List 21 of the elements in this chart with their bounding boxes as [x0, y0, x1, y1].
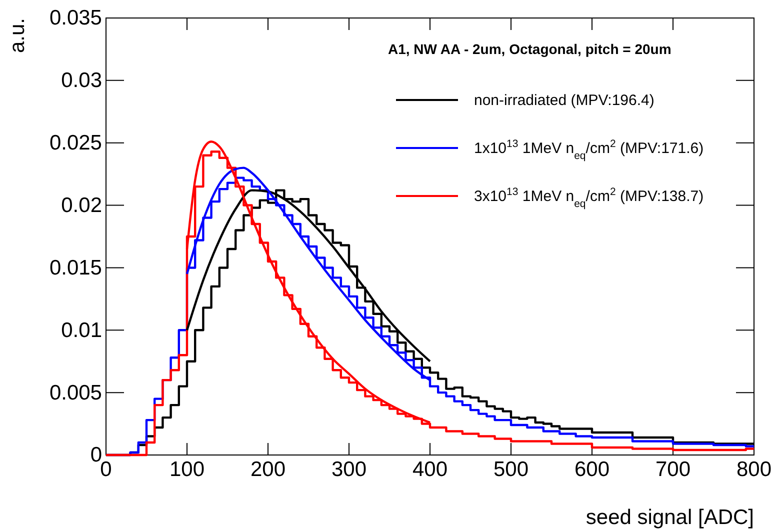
legend-label: non-irradiated (MPV:196.4)	[474, 92, 654, 109]
x-axis-title: seed signal [ADC]	[586, 506, 754, 529]
y-axis-title: a.u.	[6, 18, 29, 54]
x-tick-label: 200	[250, 458, 286, 481]
legend-label: 3x10$^{13}$ 1MeV n$_{eq}$/cm$^{2}$ (MPV:138.7)	[474, 186, 704, 210]
y-tick-label: 0.035	[49, 6, 102, 30]
x-tick-label: 600	[574, 458, 610, 481]
y-tick-label: 0.01	[61, 318, 102, 342]
legend-title: A1, NW AA - 2um, Octagonal, pitch = 20um	[388, 41, 672, 57]
y-tick-label: 0.03	[61, 69, 102, 92]
legend-label: 1x10$^{13}$ 1MeV n$_{eq}$/cm$^{2}$ (MPV:171.6)	[474, 138, 704, 162]
x-tick-label: 300	[331, 458, 367, 481]
y-tick-label: 0.015	[49, 256, 102, 280]
y-tick-label: 0.02	[61, 194, 102, 218]
x-tick-label: 100	[169, 458, 205, 481]
x-tick-label: 700	[655, 458, 691, 481]
x-tick-label: 400	[412, 458, 448, 481]
y-tick-label: 0.005	[49, 381, 102, 404]
x-tick-label: 800	[736, 458, 772, 481]
x-tick-label: 500	[493, 458, 529, 481]
y-tick-label: 0.025	[49, 132, 102, 155]
